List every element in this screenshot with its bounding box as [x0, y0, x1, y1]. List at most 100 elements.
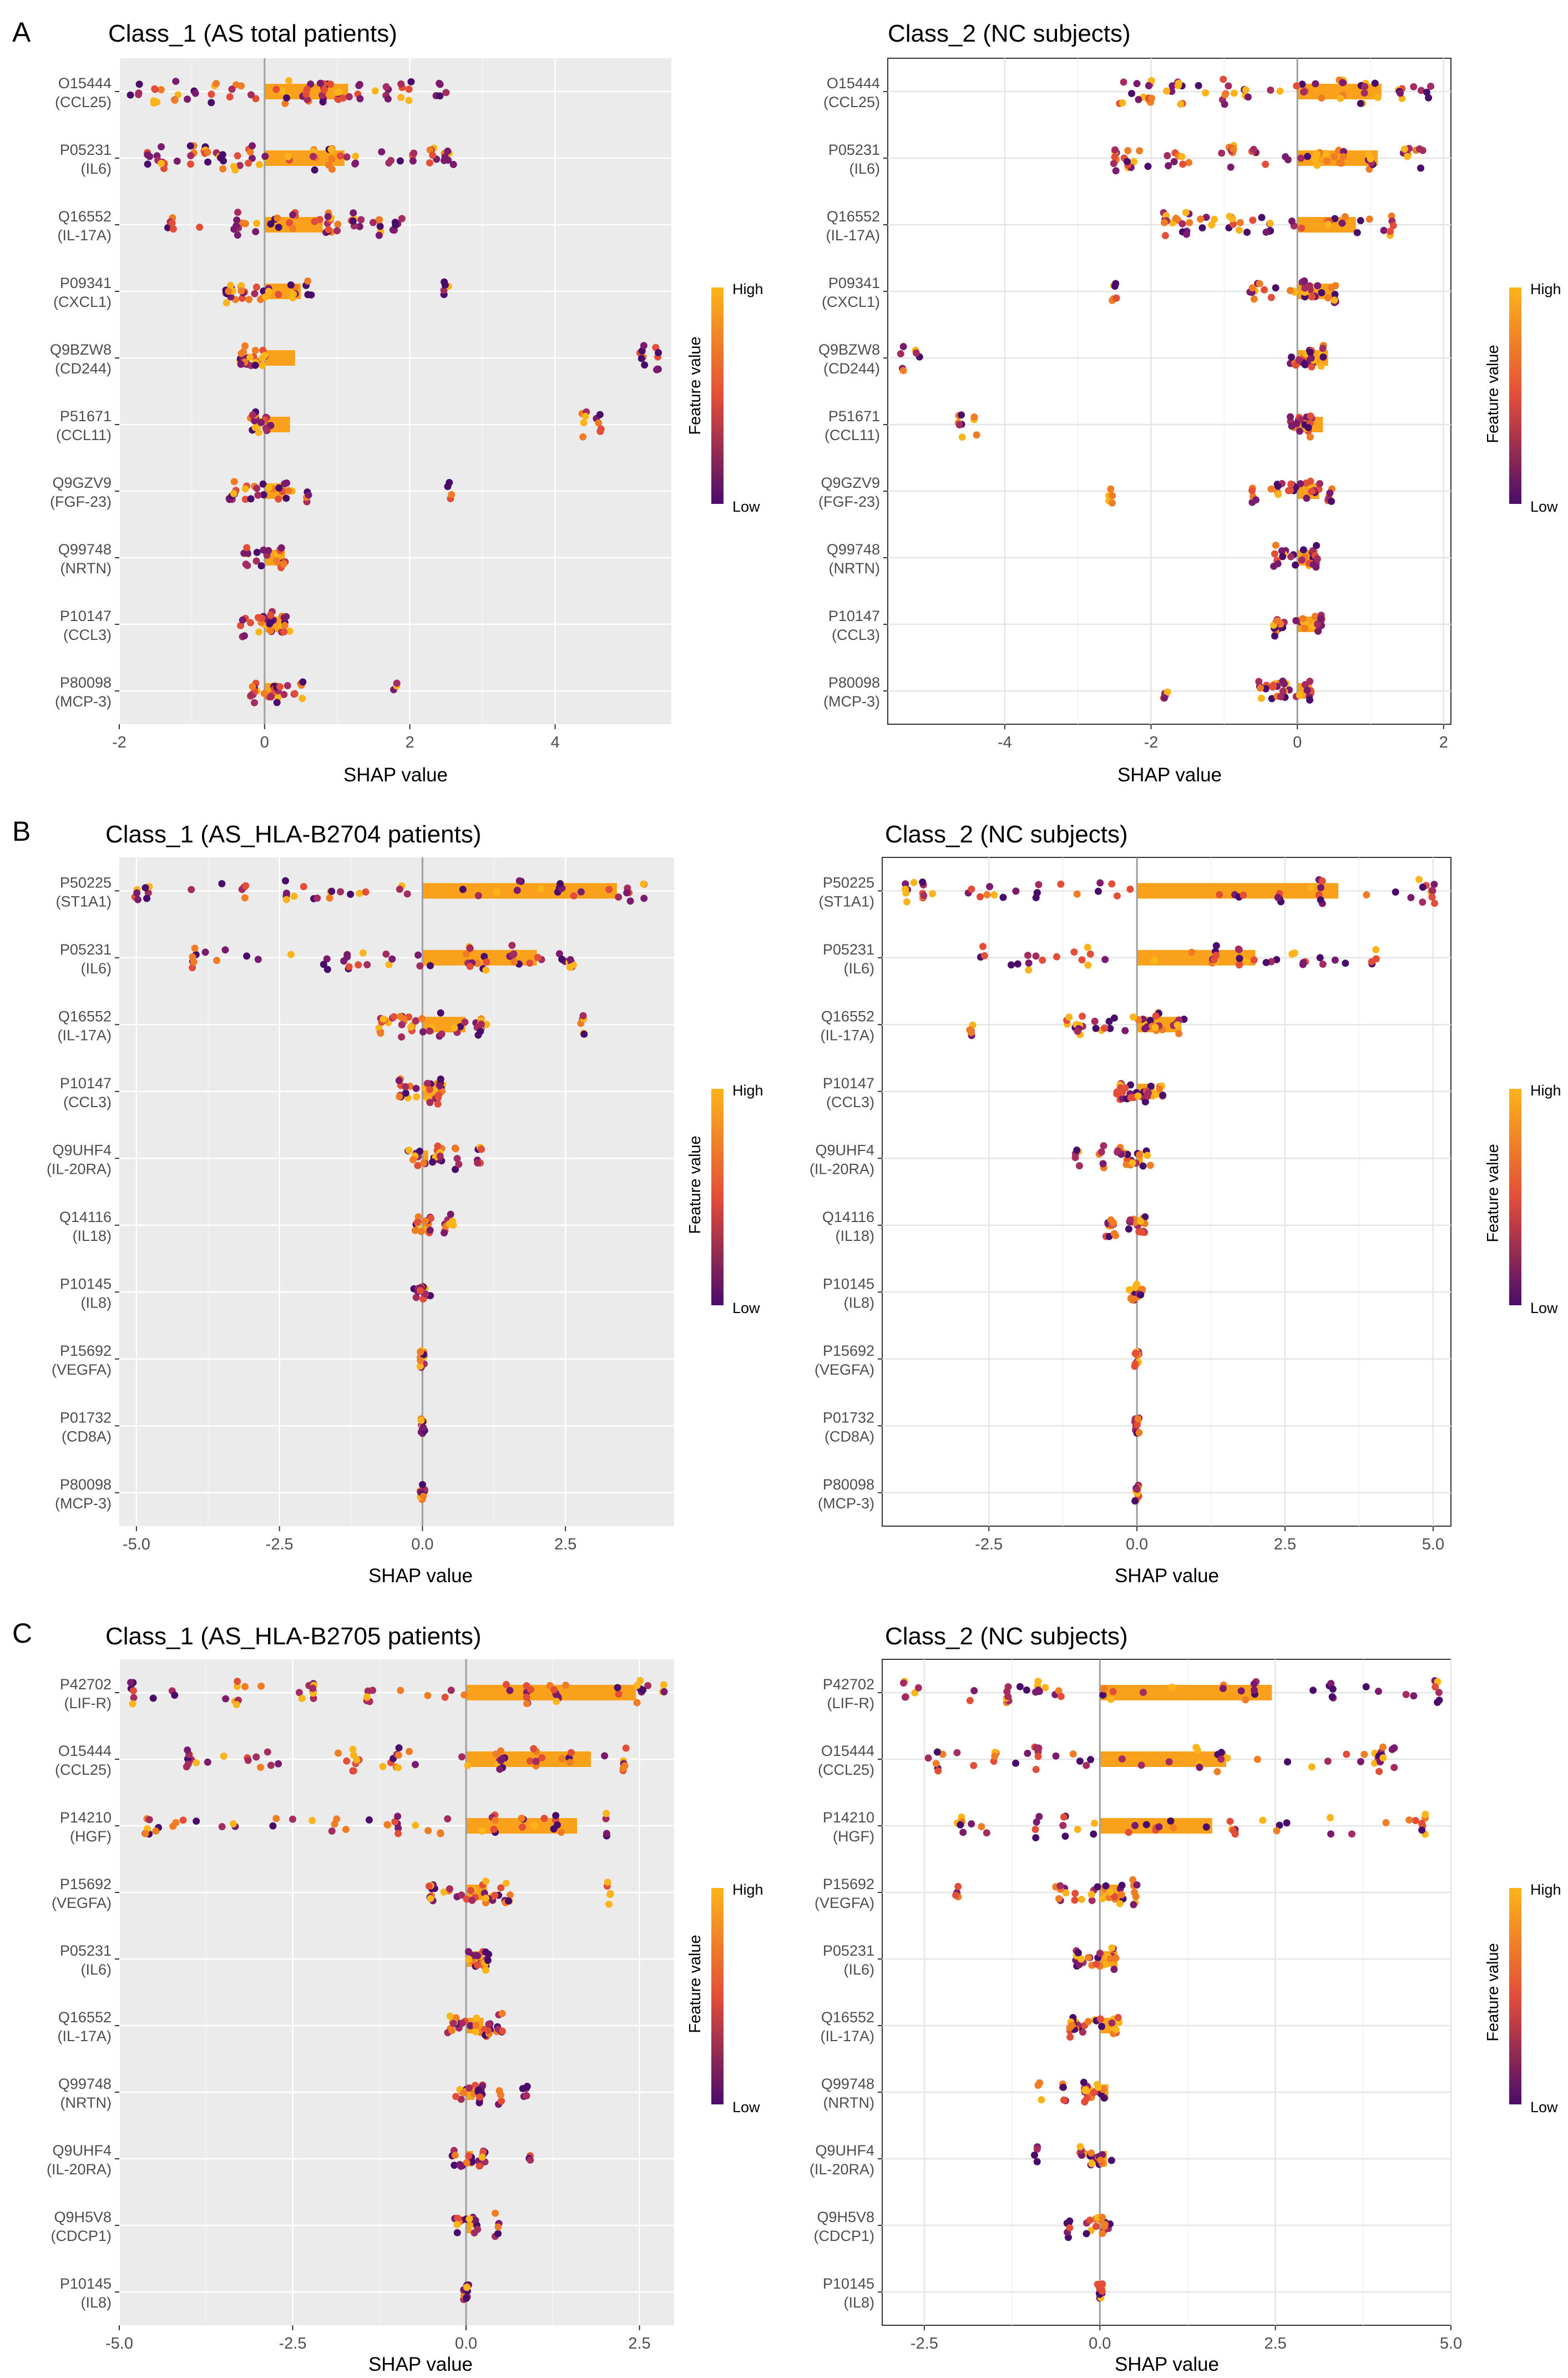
y-tick-label-id: P51671: [828, 408, 880, 425]
shap-point: [446, 2012, 454, 2020]
shap-point: [953, 1749, 961, 1756]
y-tick-label-id: Q9H5V8: [54, 2209, 112, 2225]
shap-point: [416, 1362, 424, 1370]
shap-point: [1272, 284, 1279, 292]
shap-point: [269, 1822, 277, 1830]
shap-point: [152, 1827, 160, 1835]
shap-point: [1110, 160, 1117, 168]
x-tick-label: 0.0: [455, 2335, 477, 2352]
shap-point: [929, 890, 937, 897]
shap-point: [1255, 678, 1263, 685]
shap-point: [508, 942, 516, 950]
shap-point: [1405, 1816, 1413, 1824]
shap-point: [523, 1682, 530, 1690]
shap-point: [1088, 2160, 1096, 2168]
shap-point: [464, 1761, 472, 1769]
shap-point: [230, 478, 238, 486]
shap-point: [1316, 479, 1324, 487]
y-tick-label-name: (IL6): [843, 960, 874, 977]
shap-point: [1111, 153, 1119, 161]
plot-background: [882, 1659, 1451, 2326]
shap-point: [1188, 948, 1196, 956]
y-tick-label-name: (VEGFA): [52, 1895, 112, 1911]
shap-point: [465, 2152, 473, 2160]
shap-point: [391, 219, 399, 226]
shap-point: [467, 1887, 475, 1895]
shap-point: [1074, 1949, 1082, 1957]
shap-point: [1131, 1497, 1139, 1505]
shap-point: [899, 343, 907, 351]
shap-point: [502, 1880, 510, 1887]
shap-point: [325, 226, 332, 234]
shap-point: [1317, 896, 1324, 904]
shap-point: [515, 877, 523, 885]
shap-point: [257, 1682, 265, 1690]
shap-point: [441, 1229, 448, 1237]
y-tick-label-id: P10145: [60, 1275, 112, 1292]
shap-point: [1279, 677, 1287, 685]
shap-point: [254, 614, 262, 622]
shap-point: [1432, 1683, 1439, 1691]
y-tick-label-id: Q16552: [827, 208, 880, 225]
panel-letter-b: B: [12, 816, 31, 847]
shap-point: [229, 1820, 237, 1828]
shap-point: [1278, 547, 1286, 555]
shap-point: [414, 1213, 422, 1221]
shap-point: [1386, 228, 1394, 235]
shap-point: [952, 1891, 960, 1899]
shap-point: [558, 1755, 566, 1763]
shap-point: [899, 1679, 907, 1687]
shap-point: [444, 147, 452, 155]
chart-title-b-class1: Class_1 (AS_HLA-B2704 patients): [105, 821, 481, 848]
shap-point: [267, 220, 275, 228]
shap-point: [461, 1691, 468, 1699]
shap-point: [316, 216, 323, 224]
shap-point: [242, 882, 250, 890]
shap-point: [438, 1030, 446, 1038]
shap-point: [910, 879, 918, 886]
shap-point: [1202, 214, 1210, 221]
shap-point: [1304, 423, 1312, 431]
shap-point: [1105, 1894, 1113, 1901]
shap-point: [1309, 1687, 1317, 1694]
shap-point: [622, 1744, 630, 1752]
shap-point: [1033, 2158, 1041, 2165]
shap-point: [1129, 1159, 1136, 1167]
shap-point: [251, 423, 259, 431]
y-tick-label-name: (CCL25): [818, 1761, 874, 1778]
shap-point: [1363, 891, 1370, 898]
shap-point: [1306, 433, 1314, 441]
y-tick-label-name: (CCL3): [826, 1094, 874, 1110]
shap-point: [244, 549, 251, 557]
shap-point: [316, 79, 324, 87]
shap-point: [1279, 553, 1287, 561]
shap-point: [467, 2022, 474, 2029]
shap-point: [473, 1961, 481, 1969]
shap-point: [566, 1759, 574, 1766]
shap-point: [1130, 158, 1138, 165]
shap-point: [1389, 222, 1397, 230]
shap-point: [1308, 1763, 1316, 1771]
shap-point: [1237, 1687, 1245, 1695]
shap-point: [222, 299, 230, 307]
shap-point: [444, 483, 452, 491]
shap-point: [640, 342, 648, 350]
shap-point: [581, 412, 589, 420]
shap-point: [1230, 145, 1237, 153]
x-tick-label: -2: [112, 734, 127, 751]
shap-point: [444, 1815, 452, 1822]
mean-shap-bar: [466, 2218, 472, 2233]
shap-point: [1423, 88, 1430, 96]
shap-point: [259, 361, 266, 369]
shap-point: [416, 962, 424, 970]
shap-point: [259, 480, 267, 488]
shap-point: [1269, 683, 1277, 691]
shap-point: [405, 85, 413, 93]
shap-point: [1179, 160, 1187, 168]
shap-point: [237, 360, 245, 368]
shap-point: [1109, 492, 1116, 499]
shap-point: [897, 350, 904, 358]
y-tick-label-name: (CCL25): [823, 94, 880, 110]
shap-point: [252, 557, 260, 565]
shap-point: [233, 216, 241, 224]
